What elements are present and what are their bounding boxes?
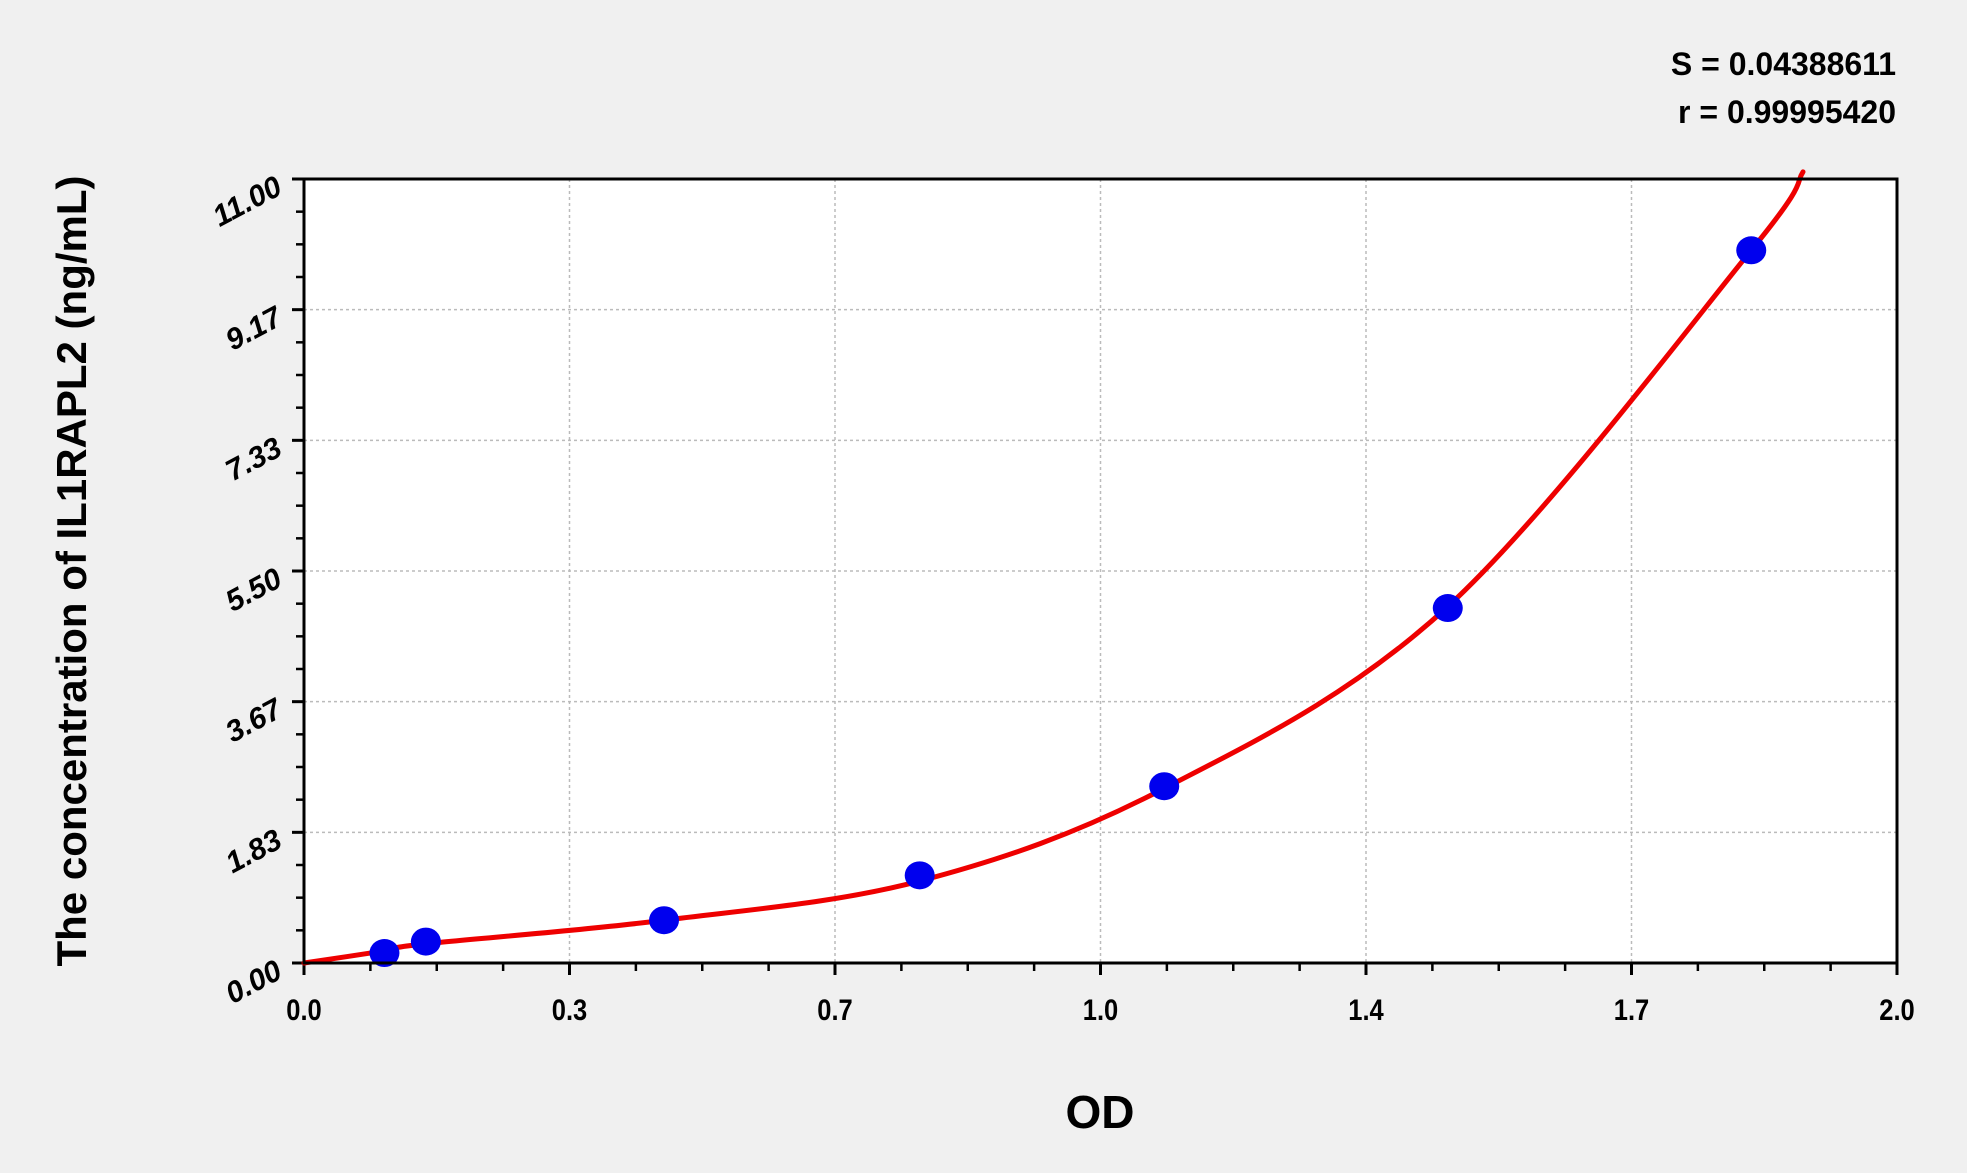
x-tick-label: 2.0 <box>1879 993 1914 1026</box>
data-point <box>410 927 441 956</box>
stat-s: S = 0.04388611 <box>1671 46 1896 82</box>
x-tick-label: 1.7 <box>1614 993 1649 1026</box>
x-tick-label: 0.7 <box>817 993 852 1026</box>
y-tick-label: 11.00 <box>207 170 287 233</box>
y-axis-title: The concentration of IL1RAPL2 (ng/mL) <box>48 175 95 966</box>
data-point <box>1736 236 1767 265</box>
data-point <box>1432 594 1463 623</box>
data-point <box>1149 772 1180 801</box>
stat-r: r = 0.99995420 <box>1678 94 1896 130</box>
data-point <box>369 939 400 968</box>
y-tick-label: 0.00 <box>220 954 287 1011</box>
y-tick-label: 7.33 <box>220 431 287 488</box>
y-tick-label: 9.17 <box>220 300 288 357</box>
y-tick-label: 3.67 <box>220 692 288 749</box>
x-axis-title: OD <box>1066 1086 1135 1138</box>
x-tick-label: 1.4 <box>1348 993 1384 1026</box>
x-tick-label: 1.0 <box>1083 993 1118 1026</box>
y-tick-label: 1.83 <box>220 823 287 880</box>
plot-frame <box>302 177 1899 965</box>
x-tick-label: 0.3 <box>552 993 587 1026</box>
y-tick-label: 5.50 <box>220 562 287 619</box>
data-point <box>904 861 935 890</box>
data-point <box>649 906 680 935</box>
x-tick-label: 0.0 <box>286 993 321 1026</box>
